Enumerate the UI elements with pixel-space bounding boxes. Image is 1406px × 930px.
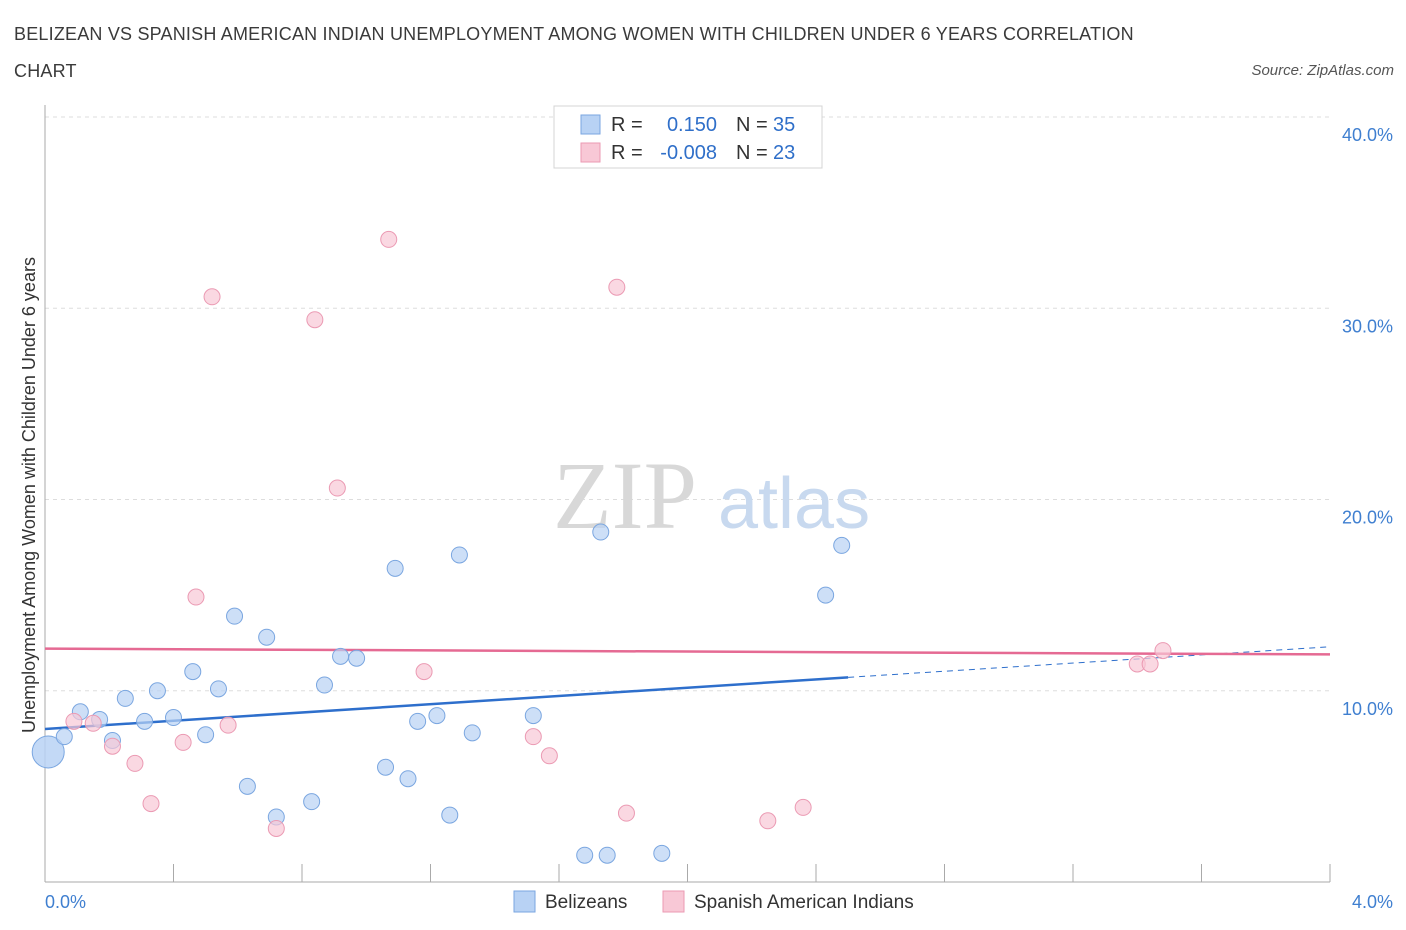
series-legend-swatch-spanish-american-indians xyxy=(662,890,685,913)
point-spanish-american-indians-15 xyxy=(540,747,558,765)
point-belizeans-12 xyxy=(226,607,244,625)
point-belizeans-24 xyxy=(428,707,446,725)
point-belizeans-22 xyxy=(399,770,417,788)
y-axis-title: Unemployment Among Women with Children U… xyxy=(19,257,39,733)
axes xyxy=(44,105,1331,883)
trend-line-belizeans xyxy=(44,676,849,731)
point-belizeans-26 xyxy=(450,546,468,564)
legend-n-value-1: 35 xyxy=(773,114,795,136)
legend-n-label-2: N = xyxy=(736,142,768,164)
point-spanish-american-indians-6 xyxy=(187,588,205,606)
point-spanish-american-indians-16 xyxy=(608,278,626,296)
point-belizeans-34 xyxy=(833,536,851,554)
legend-n-label-1: N = xyxy=(736,114,768,136)
point-spanish-american-indians-14 xyxy=(524,728,542,746)
point-belizeans-29 xyxy=(576,846,594,864)
point-belizeans-14 xyxy=(258,628,276,646)
point-belizeans-5 xyxy=(116,689,134,707)
point-spanish-american-indians-4 xyxy=(142,795,160,813)
y-tick-label-1: 20.0% xyxy=(1342,508,1393,528)
point-spanish-american-indians-5 xyxy=(174,733,192,751)
chart-title: BELIZEAN VS SPANISH AMERICAN INDIAN UNEM… xyxy=(14,24,1134,81)
data-points xyxy=(31,230,1172,864)
point-spanish-american-indians-12 xyxy=(380,230,398,248)
point-belizeans-8 xyxy=(165,709,182,727)
point-belizeans-16 xyxy=(303,793,321,811)
point-spanish-american-indians-8 xyxy=(219,716,237,734)
point-belizeans-9 xyxy=(184,663,202,681)
y-tick-label-3: 40.0% xyxy=(1342,125,1393,145)
point-belizeans-17 xyxy=(315,676,333,694)
trend-line-spanish-american-indians xyxy=(44,647,1331,656)
stats-legend: R = 0.150 N = 35 R = -0.008 N = 23 xyxy=(553,105,823,169)
series-legend: Belizeans Spanish American Indians xyxy=(513,890,914,913)
point-spanish-american-indians-11 xyxy=(328,479,346,497)
point-belizeans-27 xyxy=(463,724,481,742)
point-spanish-american-indians-17 xyxy=(617,804,635,822)
y-tick-label-2: 30.0% xyxy=(1342,316,1393,336)
point-spanish-american-indians-7 xyxy=(203,288,221,306)
point-belizeans-0 xyxy=(31,735,65,769)
point-belizeans-19 xyxy=(348,649,366,667)
point-spanish-american-indians-3 xyxy=(126,754,144,772)
point-belizeans-23 xyxy=(409,712,427,730)
point-belizeans-21 xyxy=(386,559,404,577)
point-belizeans-10 xyxy=(197,726,215,744)
series-legend-label-belizeans: Belizeans xyxy=(545,892,627,913)
watermark-zip: ZIP xyxy=(553,442,697,549)
point-belizeans-18 xyxy=(332,647,350,665)
gridlines xyxy=(45,116,1330,692)
trend-line-extension-belizeans xyxy=(848,646,1331,678)
legend-r-value-1: 0.150 xyxy=(667,114,717,136)
watermark-atlas: atlas xyxy=(718,464,870,544)
legend-swatch-belizeans xyxy=(580,114,601,135)
y-tick-label-0: 10.0% xyxy=(1342,699,1393,719)
point-belizeans-31 xyxy=(598,846,616,864)
point-spanish-american-indians-10 xyxy=(306,311,324,329)
point-spanish-american-indians-0 xyxy=(65,712,83,730)
point-spanish-american-indians-13 xyxy=(415,663,433,681)
point-belizeans-11 xyxy=(209,680,227,698)
point-spanish-american-indians-9 xyxy=(267,819,285,837)
point-spanish-american-indians-21 xyxy=(1141,655,1159,673)
point-spanish-american-indians-22 xyxy=(1154,642,1172,660)
point-belizeans-7 xyxy=(148,682,166,700)
series-legend-swatch-belizeans xyxy=(513,890,536,913)
x-tick-label-max: 4.0% xyxy=(1352,892,1393,912)
point-spanish-american-indians-1 xyxy=(84,714,102,732)
point-spanish-american-indians-19 xyxy=(794,798,812,816)
legend-n-value-2: 23 xyxy=(773,142,795,164)
tick-labels: 10.0% 20.0% 30.0% 40.0% 0.0% 4.0% xyxy=(45,125,1393,912)
legend-swatch-spanish-american-indians xyxy=(580,142,601,163)
point-belizeans-13 xyxy=(238,777,256,795)
point-belizeans-6 xyxy=(136,712,154,730)
source-credit: Source: ZipAtlas.com xyxy=(1251,62,1394,79)
legend-r-value-2: -0.008 xyxy=(660,142,717,164)
point-belizeans-25 xyxy=(441,806,459,824)
legend-r-label-2: R = xyxy=(611,142,643,164)
x-tick-label-min: 0.0% xyxy=(45,892,86,912)
point-belizeans-33 xyxy=(817,586,835,604)
point-spanish-american-indians-18 xyxy=(759,812,777,830)
legend-r-label-1: R = xyxy=(611,114,643,136)
point-spanish-american-indians-2 xyxy=(103,737,121,755)
point-belizeans-30 xyxy=(592,523,610,541)
point-belizeans-28 xyxy=(524,707,542,725)
watermark: ZIP atlas xyxy=(553,442,870,549)
point-belizeans-20 xyxy=(377,758,395,776)
series-legend-label-spanish-american-indians: Spanish American Indians xyxy=(694,892,914,913)
point-belizeans-1 xyxy=(55,728,73,746)
point-belizeans-32 xyxy=(653,844,671,862)
